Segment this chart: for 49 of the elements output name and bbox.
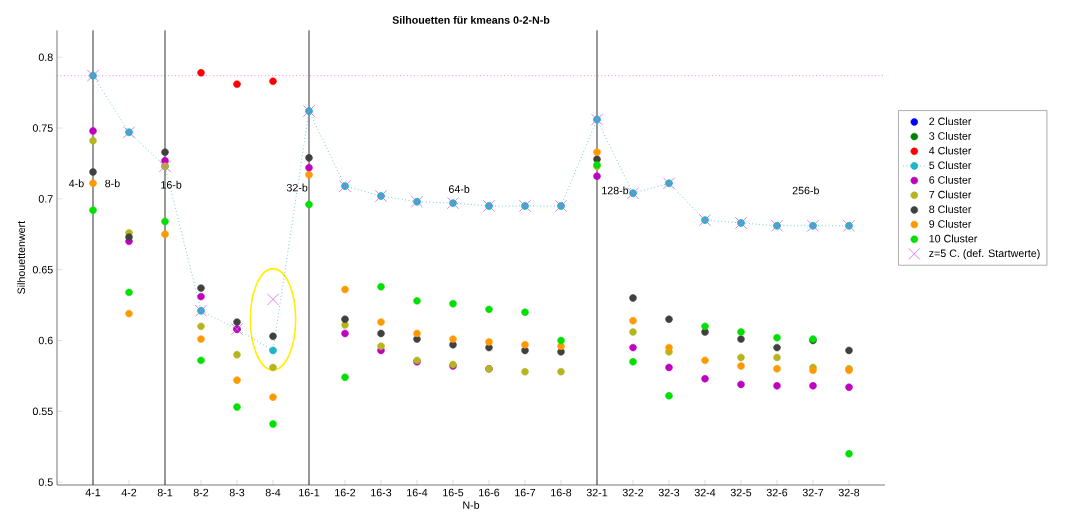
chart-title: Silhouetten für kmeans 0-2-N-b <box>392 15 550 24</box>
x-tick-label: 16-8 <box>551 488 572 497</box>
legend-label: z=5 C. (def. Startwerte) <box>929 249 1040 260</box>
annotation: 128-b <box>602 186 629 195</box>
x-tick-label: 16-7 <box>515 488 536 497</box>
y-axis-title: Silhouettenwert <box>17 220 26 294</box>
annotation: 256-b <box>792 186 819 195</box>
x-tick-label: 32-7 <box>802 488 824 497</box>
x-tick-label: 32-3 <box>658 488 680 497</box>
legend-label: 7 Cluster <box>929 190 972 199</box>
annotation: 8-b <box>105 179 120 188</box>
x-tick-label: 32-5 <box>730 488 752 497</box>
annotation: 32-b <box>286 183 308 192</box>
x-tick-label: 8-3 <box>229 488 245 497</box>
y-tick-label: 0.5 <box>38 478 53 486</box>
x-tick-label: 8-4 <box>265 488 281 497</box>
x-tick-label: 16-4 <box>407 488 428 497</box>
y-tick-label: 0.65 <box>32 265 53 274</box>
x-tick-label: 8-1 <box>157 488 173 497</box>
legend-label: 6 Cluster <box>929 175 972 184</box>
x-tick-label: 16-1 <box>299 488 320 497</box>
legend-label: 4 Cluster <box>929 146 972 155</box>
x-tick-label: 32-6 <box>766 488 788 497</box>
x-tick-label: 32-2 <box>622 488 644 497</box>
annotation: 4-b <box>68 179 84 188</box>
x-tick-label: 4-2 <box>121 488 137 497</box>
legend-label: 10 Cluster <box>929 234 978 243</box>
x-tick-label: 32-8 <box>838 488 860 497</box>
x-tick-label: 16-2 <box>335 488 356 497</box>
annotation: 16-b <box>161 180 182 189</box>
x-tick-label: 16-5 <box>443 488 464 497</box>
y-tick-label: 0.7 <box>38 195 53 203</box>
x-tick-label: 32-4 <box>694 488 716 497</box>
legend-label: 8 Cluster <box>929 205 972 214</box>
annotation: 64-b <box>449 185 470 193</box>
x-tick-label: 8-2 <box>193 488 209 497</box>
x-tick-label: 16-6 <box>479 488 500 497</box>
x-axis-title: N-b <box>463 501 480 509</box>
legend-label: 9 Cluster <box>929 219 972 228</box>
y-tick-label: 0.8 <box>38 53 53 62</box>
legend-label: 5 Cluster <box>929 161 972 170</box>
legend-label: 3 Cluster <box>929 131 972 140</box>
x-tick-label: 16-3 <box>371 488 392 497</box>
x-tick-label: 32-1 <box>586 488 608 497</box>
y-tick-label: 0.55 <box>32 407 53 416</box>
y-tick-label: 0.6 <box>38 336 53 345</box>
y-tick-label: 0.75 <box>32 124 53 132</box>
legend-label: 2 Cluster <box>929 117 972 126</box>
x-tick-label: 4-1 <box>85 488 101 497</box>
